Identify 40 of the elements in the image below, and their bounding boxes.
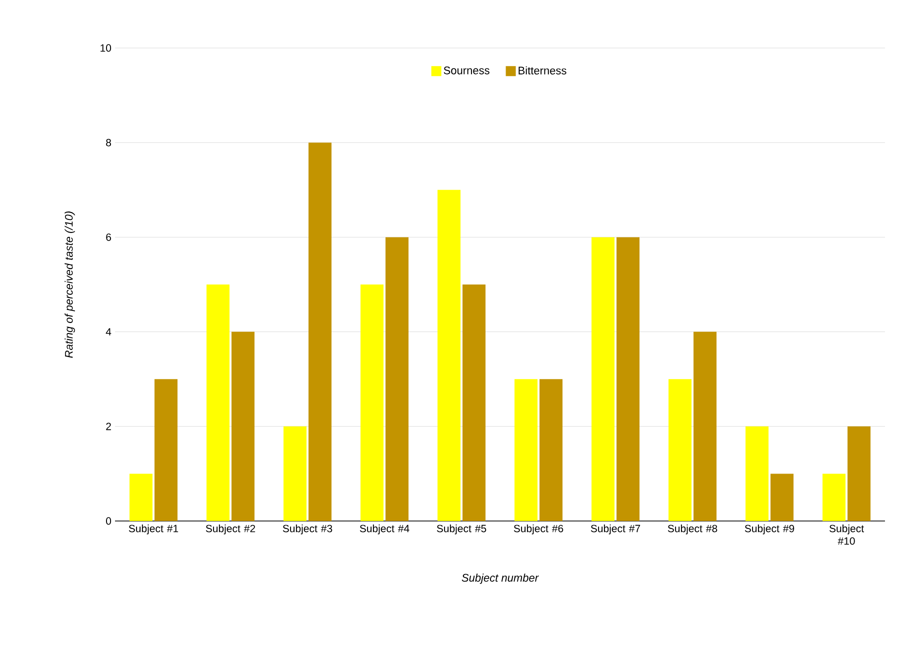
bar [438,190,461,521]
bar [822,474,846,521]
bar [540,379,563,521]
bar [308,142,332,521]
y-tick-label: 4 [106,328,112,336]
bar [462,284,486,521]
y-tick-label: 6 [106,233,112,241]
legend-label: Bitterness [518,66,566,74]
bar [206,284,230,521]
y-tick-label: 8 [106,138,112,146]
x-tick-label: Subject #1 [128,524,178,534]
x-tick-label: Subject #10 [829,524,864,545]
y-tick-label: 2 [106,422,111,430]
bar [386,237,409,521]
bar [616,237,640,521]
bar [360,284,384,521]
x-axis-title: Subject number [462,574,539,584]
bar [130,474,152,521]
legend-label: Sourness [444,66,490,74]
bar [770,474,794,521]
bar [746,426,769,521]
bar [694,332,717,521]
x-tick-label: Subject #7 [590,524,640,534]
bar [232,332,254,521]
y-tick-label: 10 [100,44,112,52]
x-tick-label: Subject #8 [668,524,718,534]
x-tick-label: Subject #4 [360,524,410,534]
y-tick-label: 0 [106,517,112,525]
bar [668,379,692,521]
x-tick-label: Subject #9 [744,524,794,534]
y-axis-title: Rating of perceived taste (/10) [64,211,75,358]
x-tick-label: Subject #3 [282,524,332,534]
bar [592,237,615,521]
bar [848,426,871,521]
bar [284,426,307,521]
x-tick-label: Subject #2 [206,524,256,534]
x-tick-label: Subject #6 [514,524,564,534]
bar [514,379,538,521]
x-tick-label: Subject #5 [436,524,486,534]
bar [154,379,178,521]
